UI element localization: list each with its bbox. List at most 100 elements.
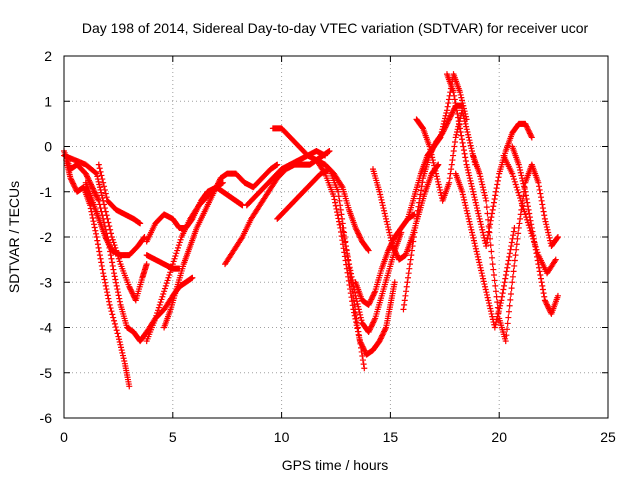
data-point xyxy=(468,145,475,152)
data-point xyxy=(443,107,450,114)
data-point xyxy=(89,214,96,221)
data-point xyxy=(95,196,102,203)
data-point xyxy=(274,161,281,168)
data-point xyxy=(552,256,559,263)
data-point xyxy=(340,228,347,235)
data-point xyxy=(113,327,120,334)
data-point xyxy=(405,274,412,281)
data-point xyxy=(489,261,496,268)
data-point xyxy=(500,282,507,289)
data-point xyxy=(381,328,388,335)
data-point xyxy=(485,232,492,239)
data-point xyxy=(332,202,339,209)
data-point xyxy=(458,136,465,143)
data-point xyxy=(435,178,442,185)
data-point xyxy=(106,243,113,250)
data-point xyxy=(492,321,499,328)
data-point xyxy=(91,221,98,228)
data-point xyxy=(358,342,365,349)
data-point xyxy=(525,206,532,213)
data-point xyxy=(417,191,424,198)
data-point xyxy=(381,207,388,214)
data-point xyxy=(116,295,123,302)
data-point xyxy=(143,261,150,268)
data-point xyxy=(426,143,433,150)
data-point xyxy=(463,207,470,214)
data-point xyxy=(401,301,408,308)
data-point xyxy=(453,131,460,138)
data-point xyxy=(347,267,354,274)
data-point xyxy=(460,112,467,119)
data-point xyxy=(86,177,93,184)
data-point xyxy=(507,246,514,253)
data-point xyxy=(508,243,515,250)
data-point xyxy=(464,164,471,171)
data-point xyxy=(474,251,481,258)
data-point xyxy=(137,220,144,227)
data-point xyxy=(141,234,148,240)
data-point xyxy=(513,246,520,253)
data-point xyxy=(336,221,343,228)
data-point xyxy=(344,253,351,260)
data-point xyxy=(517,169,524,176)
data-point xyxy=(379,199,386,206)
data-point xyxy=(355,231,362,238)
data-point xyxy=(541,215,548,222)
data-point xyxy=(130,291,137,298)
data-point xyxy=(105,240,112,247)
data-point xyxy=(466,175,473,182)
data-point xyxy=(516,220,523,227)
data-point xyxy=(479,226,486,233)
data-point xyxy=(466,218,473,225)
data-point xyxy=(385,246,392,253)
y-tick-label: 1 xyxy=(44,93,52,109)
data-point xyxy=(354,328,361,335)
data-point xyxy=(93,192,100,199)
data-point xyxy=(477,176,484,183)
data-point xyxy=(353,295,360,302)
data-point xyxy=(466,137,473,144)
data-point xyxy=(92,191,99,198)
data-point xyxy=(519,177,526,184)
data-point xyxy=(526,129,533,136)
data-point xyxy=(101,201,108,208)
data-point xyxy=(484,210,491,217)
data-point xyxy=(418,183,425,190)
y-tick-label: -4 xyxy=(40,320,53,336)
data-point xyxy=(104,289,111,296)
data-point xyxy=(382,213,389,220)
data-point xyxy=(109,311,116,318)
data-point xyxy=(492,188,499,195)
data-point xyxy=(391,247,398,254)
data-point xyxy=(526,224,533,231)
data-point xyxy=(506,250,513,257)
data-point xyxy=(437,189,444,196)
data-point xyxy=(530,235,537,242)
data-point xyxy=(95,178,102,185)
data-point xyxy=(116,298,123,305)
data-point xyxy=(412,220,419,227)
data-point xyxy=(505,314,512,321)
data-point xyxy=(376,338,383,345)
data-point xyxy=(484,291,491,298)
data-point xyxy=(465,134,472,141)
data-point xyxy=(378,334,385,341)
data-point xyxy=(115,292,122,299)
series-sat-q xyxy=(369,161,442,263)
data-point xyxy=(527,131,534,138)
data-point xyxy=(355,306,362,313)
data-point xyxy=(175,242,182,249)
data-point xyxy=(161,288,168,295)
data-point xyxy=(475,210,482,217)
data-point xyxy=(533,246,540,253)
data-point xyxy=(472,245,479,252)
data-point xyxy=(544,226,551,233)
data-point xyxy=(481,281,488,288)
data-point xyxy=(490,266,497,273)
data-point xyxy=(459,110,466,117)
data-point xyxy=(416,195,423,202)
series-sat-w xyxy=(470,152,561,345)
data-point xyxy=(483,289,490,296)
data-point xyxy=(515,189,522,196)
data-point xyxy=(353,298,360,305)
